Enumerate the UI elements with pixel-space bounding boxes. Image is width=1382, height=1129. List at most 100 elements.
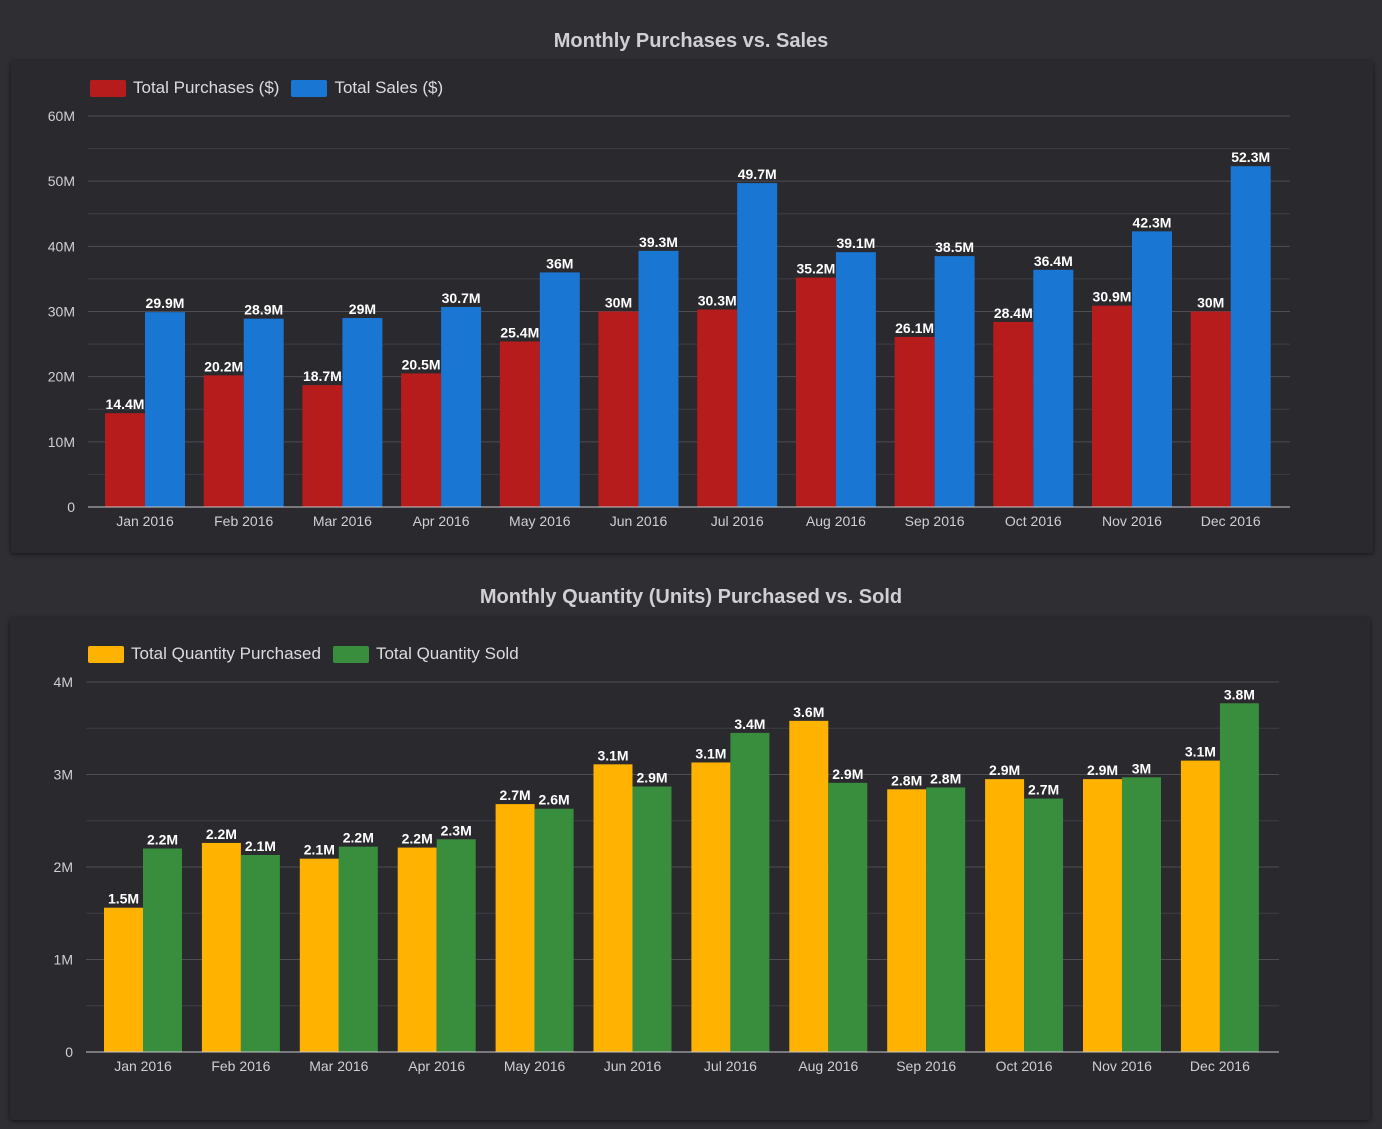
chart2-data-label-total-quantity-purchased-apr-2016: 2.2M: [402, 831, 433, 847]
chart1-data-label-total-sales-jan-2016: 29.9M: [146, 295, 185, 311]
legend-item-quantity-purchased[interactable]: Total Quantity Purchased: [88, 644, 321, 664]
chart1-bar-total-sales-oct-2016: [1033, 269, 1074, 507]
chart2-legend: Total Quantity Purchased Total Quantity …: [88, 644, 531, 664]
chart2-data-label-total-quantity-purchased-nov-2016: 2.9M: [1087, 762, 1118, 778]
legend-swatch-total-purchases: [90, 79, 126, 97]
chart2-bar-total-quantity-purchased-nov-2016: [1083, 779, 1122, 1052]
chart1-y-tick-label: 10M: [48, 434, 75, 450]
chart2-bar-total-quantity-sold-sep-2016: [926, 787, 966, 1052]
chart2-x-tick-label: Nov 2016: [1092, 1058, 1152, 1074]
chart2-data-label-total-quantity-purchased-jul-2016: 3.1M: [695, 745, 726, 761]
chart1-data-label-total-purchases-aug-2016: 35.2M: [796, 261, 835, 277]
chart2-data-label-total-quantity-purchased-aug-2016: 3.6M: [793, 704, 824, 720]
chart1-x-tick-label: Oct 2016: [1005, 513, 1062, 529]
chart2-bar-total-quantity-purchased-jun-2016: [593, 764, 633, 1052]
chart2-bar-total-quantity-sold-nov-2016: [1122, 777, 1161, 1052]
legend-label-total-purchases: Total Purchases ($): [133, 78, 280, 97]
chart2-bar-total-quantity-purchased-may-2016: [495, 804, 535, 1052]
chart2-bar-total-quantity-purchased-aug-2016: [789, 720, 829, 1052]
chart2-bar-total-quantity-sold-jul-2016: [730, 732, 770, 1052]
chart2-x-tick-label: Feb 2016: [211, 1058, 270, 1074]
chart2-x-tick-label: Mar 2016: [309, 1058, 368, 1074]
legend-swatch-total-sales: [291, 79, 328, 97]
chart1-data-label-total-sales-nov-2016: 42.3M: [1133, 214, 1172, 230]
chart2-x-tick-label: Sep 2016: [896, 1058, 956, 1074]
legend-swatch-quantity-purchased: [88, 645, 124, 663]
chart2-data-label-total-quantity-sold-oct-2016: 2.7M: [1028, 782, 1059, 798]
chart2-bar-total-quantity-sold-jun-2016: [632, 786, 672, 1052]
chart1-x-tick-label: Aug 2016: [806, 513, 866, 529]
legend-label-quantity-sold: Total Quantity Sold: [375, 644, 519, 663]
chart1-bar-total-purchases-may-2016: [499, 341, 540, 507]
chart1-data-label-total-sales-sep-2016: 38.5M: [935, 239, 974, 255]
chart2-data-label-total-quantity-purchased-jan-2016: 1.5M: [108, 891, 139, 907]
chart2-bar-total-quantity-purchased-mar-2016: [299, 858, 339, 1052]
chart2-data-label-total-quantity-purchased-mar-2016: 2.1M: [304, 842, 335, 858]
chart1-y-tick-label: 20M: [48, 369, 75, 385]
chart1-data-label-total-sales-feb-2016: 28.9M: [244, 302, 283, 318]
chart1-data-label-total-sales-apr-2016: 30.7M: [442, 290, 481, 306]
chart1-bar-total-purchases-dec-2016: [1190, 311, 1231, 507]
chart2-x-tick-label: Jul 2016: [704, 1058, 757, 1074]
chart1-data-label-total-sales-aug-2016: 39.1M: [836, 235, 875, 251]
chart2-bar-total-quantity-purchased-apr-2016: [397, 847, 437, 1052]
chart1-bar-total-sales-jun-2016: [638, 250, 679, 507]
chart2-x-tick-label: May 2016: [504, 1058, 566, 1074]
chart1-bar-total-sales-feb-2016: [243, 318, 284, 507]
chart1-data-label-total-sales-dec-2016: 52.3M: [1231, 149, 1270, 165]
chart2-bar-total-quantity-purchased-dec-2016: [1180, 760, 1220, 1052]
chart2-bar-total-quantity-sold-oct-2016: [1024, 798, 1064, 1052]
chart1-data-label-total-purchases-apr-2016: 20.5M: [402, 356, 441, 372]
chart2-x-tick-label: Aug 2016: [798, 1058, 858, 1074]
chart2-y-tick-label: 2M: [54, 859, 73, 875]
legend-item-total-sales[interactable]: Total Sales ($): [291, 78, 443, 98]
chart2-bar-total-quantity-purchased-oct-2016: [985, 779, 1025, 1052]
chart1-bar-total-purchases-jul-2016: [697, 309, 738, 507]
chart1-y-tick-label: 0: [67, 499, 75, 515]
chart1-bar-total-purchases-sep-2016: [894, 336, 935, 507]
chart2-y-tick-label: 0: [65, 1044, 73, 1060]
chart1-data-label-total-sales-jun-2016: 39.3M: [639, 234, 678, 250]
chart2-data-label-total-quantity-sold-mar-2016: 2.2M: [343, 830, 374, 846]
chart1-bar-total-sales-sep-2016: [934, 256, 975, 507]
chart2-data-label-total-quantity-sold-feb-2016: 2.1M: [245, 838, 276, 854]
chart1-x-tick-label: Sep 2016: [905, 513, 965, 529]
chart1-data-label-total-purchases-jan-2016: 14.4M: [106, 396, 145, 412]
chart2-x-tick-label: Jan 2016: [114, 1058, 172, 1074]
chart1-legend: Total Purchases ($) Total Sales ($): [90, 78, 455, 98]
chart1-x-tick-label: Mar 2016: [313, 513, 372, 529]
chart2-data-label-total-quantity-sold-may-2016: 2.6M: [539, 792, 570, 808]
chart1-bar-total-sales-nov-2016: [1132, 231, 1172, 507]
legend-label-quantity-purchased: Total Quantity Purchased: [131, 644, 321, 663]
chart1-title: Monthly Purchases vs. Sales: [553, 30, 829, 52]
chart1-bar-total-purchases-mar-2016: [302, 385, 343, 507]
chart1-bar-total-sales-mar-2016: [342, 318, 383, 507]
chart1-bar-total-purchases-jun-2016: [598, 311, 639, 507]
chart1-bar-total-sales-apr-2016: [441, 306, 482, 507]
legend-label-total-sales: Total Sales ($): [334, 78, 444, 97]
chart1-bar-total-purchases-feb-2016: [203, 375, 244, 507]
legend-item-total-purchases[interactable]: Total Purchases ($): [90, 78, 279, 98]
legend-swatch-quantity-sold: [332, 645, 369, 663]
chart2-data-label-total-quantity-purchased-may-2016: 2.7M: [500, 787, 531, 803]
chart1-y-tick-label: 40M: [48, 238, 75, 254]
legend-item-quantity-sold[interactable]: Total Quantity Sold: [332, 644, 519, 664]
chart2-bar-total-quantity-purchased-jul-2016: [691, 762, 731, 1052]
chart2-x-tick-label: Jun 2016: [604, 1058, 662, 1074]
chart1-y-tick-label: 60M: [48, 108, 75, 124]
chart1-data-label-total-purchases-dec-2016: 30M: [1197, 295, 1224, 311]
chart1-data-label-total-purchases-oct-2016: 28.4M: [994, 305, 1033, 321]
chart2-data-label-total-quantity-purchased-jun-2016: 3.1M: [597, 747, 628, 763]
chart2-bar-total-quantity-sold-dec-2016: [1219, 703, 1259, 1052]
chart2-y-tick-label: 4M: [54, 674, 73, 690]
chart1-data-label-total-sales-may-2016: 36M: [546, 255, 573, 271]
chart2-x-tick-label: Apr 2016: [408, 1058, 465, 1074]
chart2-x-tick-label: Dec 2016: [1190, 1058, 1250, 1074]
chart2-title: Monthly Quantity (Units) Purchased vs. S…: [479, 586, 903, 608]
chart1-x-tick-label: Feb 2016: [214, 513, 273, 529]
chart2-bar-total-quantity-sold-mar-2016: [338, 846, 378, 1052]
chart2-y-tick-label: 1M: [54, 952, 73, 968]
chart2-data-label-total-quantity-sold-aug-2016: 2.9M: [832, 766, 863, 782]
